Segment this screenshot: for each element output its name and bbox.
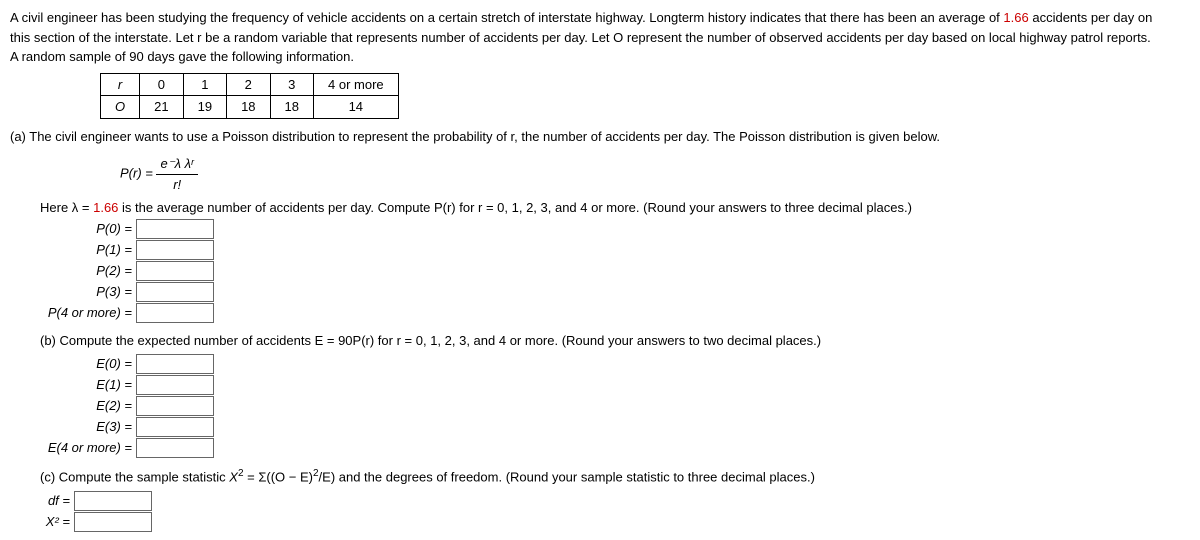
label-p0: P(0) =: [40, 219, 136, 239]
label-e0: E(0) =: [40, 354, 136, 374]
data-table: r 0 1 2 3 4 or more O 21 19 18 18 14: [100, 73, 399, 119]
formula-numerator: e⁻λ λʳ: [156, 154, 197, 175]
label-df: df =: [40, 491, 74, 511]
formula-lhs: P(r) =: [120, 165, 156, 180]
pc-chi: Χ: [229, 469, 238, 484]
th-1: 1: [183, 73, 226, 96]
input-row-p2: P(2) =: [40, 261, 1190, 281]
input-row-e1: E(1) =: [40, 375, 1190, 395]
intro-paragraph: A civil engineer has been studying the f…: [10, 8, 1190, 67]
label-e1: E(1) =: [40, 375, 136, 395]
input-p1[interactable]: [136, 240, 214, 260]
part-b-inputs: E(0) = E(1) = E(2) = E(3) = E(4 or more)…: [40, 354, 1190, 458]
part-a-prompt: (a) The civil engineer wants to use a Po…: [10, 127, 1190, 147]
poisson-formula: P(r) = e⁻λ λʳ r!: [120, 154, 198, 194]
input-row-p3: P(3) =: [40, 282, 1190, 302]
pc-eq2: /E) and the degrees of freedom. (Round y…: [319, 469, 815, 484]
th-4: 4 or more: [314, 73, 399, 96]
label-p4: P(4 or more) =: [40, 303, 136, 323]
input-e3[interactable]: [136, 417, 214, 437]
td-v4: 14: [314, 96, 399, 119]
input-e0[interactable]: [136, 354, 214, 374]
table-row: r 0 1 2 3 4 or more: [101, 73, 399, 96]
intro-line1a: A civil engineer has been studying the f…: [10, 10, 1003, 25]
input-chi2[interactable]: [74, 512, 152, 532]
intro-line2: this section of the interstate. Let r be…: [10, 30, 1151, 45]
td-o: O: [101, 96, 140, 119]
pc-a: (c) Compute the sample statistic: [40, 469, 229, 484]
input-e2[interactable]: [136, 396, 214, 416]
input-p0[interactable]: [136, 219, 214, 239]
input-df[interactable]: [74, 491, 152, 511]
input-p3[interactable]: [136, 282, 214, 302]
here-b: is the average number of accidents per d…: [118, 200, 912, 215]
input-row-p4: P(4 or more) =: [40, 303, 1190, 323]
intro-line3b: days gave the following information.: [144, 49, 354, 64]
label-p1: P(1) =: [40, 240, 136, 260]
td-v2: 18: [227, 96, 270, 119]
input-row-p0: P(0) =: [40, 219, 1190, 239]
td-v0: 21: [140, 96, 183, 119]
intro-line3a: A random sample of: [10, 49, 129, 64]
formula-denominator: r!: [156, 175, 197, 195]
table-row: O 21 19 18 18 14: [101, 96, 399, 119]
th-2: 2: [227, 73, 270, 96]
part-c-inputs: df = Χ² =: [40, 491, 1190, 532]
input-e4[interactable]: [136, 438, 214, 458]
part-a-here: Here λ = 1.66 is the average number of a…: [40, 198, 1190, 218]
th-3: 3: [270, 73, 313, 96]
lambda-value: 1.66: [93, 200, 118, 215]
input-row-df: df =: [40, 491, 1190, 511]
input-row-e0: E(0) =: [40, 354, 1190, 374]
intro-line1b: accidents per day on: [1029, 10, 1153, 25]
input-row-p1: P(1) =: [40, 240, 1190, 260]
sample-n: 90: [129, 49, 143, 64]
pc-eq: = Σ((O − E): [244, 469, 313, 484]
label-chi2: Χ² =: [40, 512, 74, 532]
label-e2: E(2) =: [40, 396, 136, 416]
input-p4[interactable]: [136, 303, 214, 323]
label-e4: E(4 or more) =: [40, 438, 136, 458]
input-row-e4: E(4 or more) =: [40, 438, 1190, 458]
part-c-prompt: (c) Compute the sample statistic Χ2 = Σ(…: [40, 466, 1190, 487]
here-a: Here λ =: [40, 200, 93, 215]
input-e1[interactable]: [136, 375, 214, 395]
th-r: r: [101, 73, 140, 96]
input-p2[interactable]: [136, 261, 214, 281]
td-v3: 18: [270, 96, 313, 119]
label-e3: E(3) =: [40, 417, 136, 437]
th-0: 0: [140, 73, 183, 96]
td-v1: 19: [183, 96, 226, 119]
lambda-value-top: 1.66: [1003, 10, 1028, 25]
input-row-e3: E(3) =: [40, 417, 1190, 437]
part-a-inputs: P(0) = P(1) = P(2) = P(3) = P(4 or more)…: [40, 219, 1190, 323]
label-p3: P(3) =: [40, 282, 136, 302]
input-row-e2: E(2) =: [40, 396, 1190, 416]
input-row-chi2: Χ² =: [40, 512, 1190, 532]
part-b-prompt: (b) Compute the expected number of accid…: [40, 331, 1190, 351]
label-p2: P(2) =: [40, 261, 136, 281]
